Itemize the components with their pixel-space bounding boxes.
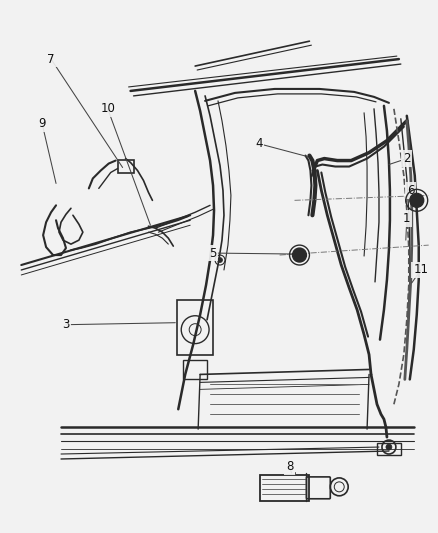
- Text: 7: 7: [47, 53, 55, 66]
- Circle shape: [409, 193, 423, 207]
- Text: 9: 9: [38, 117, 46, 130]
- Text: 10: 10: [100, 102, 115, 115]
- Circle shape: [385, 444, 391, 450]
- Text: 5: 5: [209, 247, 216, 260]
- Circle shape: [292, 248, 306, 262]
- Text: 3: 3: [62, 318, 70, 331]
- Text: 8: 8: [285, 461, 293, 473]
- Text: 11: 11: [412, 263, 427, 277]
- Circle shape: [217, 257, 222, 263]
- Text: 4: 4: [254, 137, 262, 150]
- Text: 1: 1: [402, 212, 410, 225]
- Text: 2: 2: [402, 152, 410, 165]
- Text: 6: 6: [406, 184, 413, 197]
